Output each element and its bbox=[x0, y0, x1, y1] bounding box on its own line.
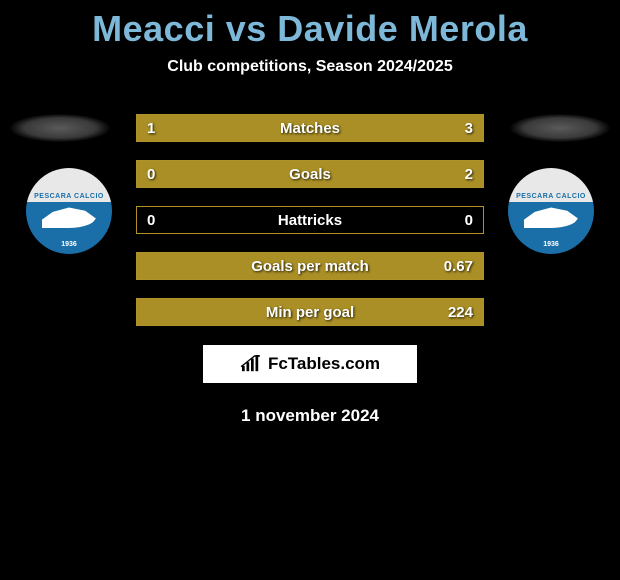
stat-value-right: 224 bbox=[433, 304, 483, 321]
stat-value-right: 2 bbox=[433, 166, 483, 183]
stat-value-right: 0 bbox=[433, 212, 483, 229]
shadow-left bbox=[10, 114, 110, 142]
stat-value-left: 1 bbox=[137, 120, 187, 137]
stat-row: Min per goal224 bbox=[136, 298, 484, 326]
stat-value-left: 0 bbox=[137, 166, 187, 183]
badge-year: 1936 bbox=[543, 241, 559, 248]
subtitle: Club competitions, Season 2024/2025 bbox=[0, 58, 620, 76]
brand-text: FcTables.com bbox=[268, 354, 380, 374]
page-title: Meacci vs Davide Merola bbox=[0, 8, 620, 50]
stat-label: Min per goal bbox=[187, 304, 433, 321]
team-badge-right: PESCARA CALCIO 1936 bbox=[508, 168, 594, 254]
badge-top-text: PESCARA CALCIO bbox=[34, 193, 104, 202]
content-area: PESCARA CALCIO 1936 PESCARA CALCIO 1936 … bbox=[0, 114, 620, 426]
badge-top-text: PESCARA CALCIO bbox=[516, 193, 586, 202]
date-label: 1 november 2024 bbox=[0, 406, 620, 426]
comparison-card: Meacci vs Davide Merola Club competition… bbox=[0, 0, 620, 426]
stat-row: 1Matches3 bbox=[136, 114, 484, 142]
badge-top: PESCARA CALCIO bbox=[508, 168, 594, 202]
stat-value-right: 3 bbox=[433, 120, 483, 137]
badge-bottom: 1936 bbox=[508, 202, 594, 254]
stat-row: 0Hattricks0 bbox=[136, 206, 484, 234]
shadow-right bbox=[510, 114, 610, 142]
stat-label: Hattricks bbox=[187, 212, 433, 229]
stat-label: Matches bbox=[187, 120, 433, 137]
stat-label: Goals bbox=[187, 166, 433, 183]
chart-icon bbox=[240, 355, 262, 373]
stat-row: 0Goals2 bbox=[136, 160, 484, 188]
team-badge-left: PESCARA CALCIO 1936 bbox=[26, 168, 112, 254]
stat-value-right: 0.67 bbox=[433, 258, 483, 275]
brand-box[interactable]: FcTables.com bbox=[202, 344, 418, 384]
badge-year: 1936 bbox=[61, 241, 77, 248]
stat-row: Goals per match0.67 bbox=[136, 252, 484, 280]
badge-top: PESCARA CALCIO bbox=[26, 168, 112, 202]
badge-bottom: 1936 bbox=[26, 202, 112, 254]
stats-table: 1Matches30Goals20Hattricks0Goals per mat… bbox=[136, 114, 484, 326]
stat-label: Goals per match bbox=[187, 258, 433, 275]
stat-value-left: 0 bbox=[137, 212, 187, 229]
